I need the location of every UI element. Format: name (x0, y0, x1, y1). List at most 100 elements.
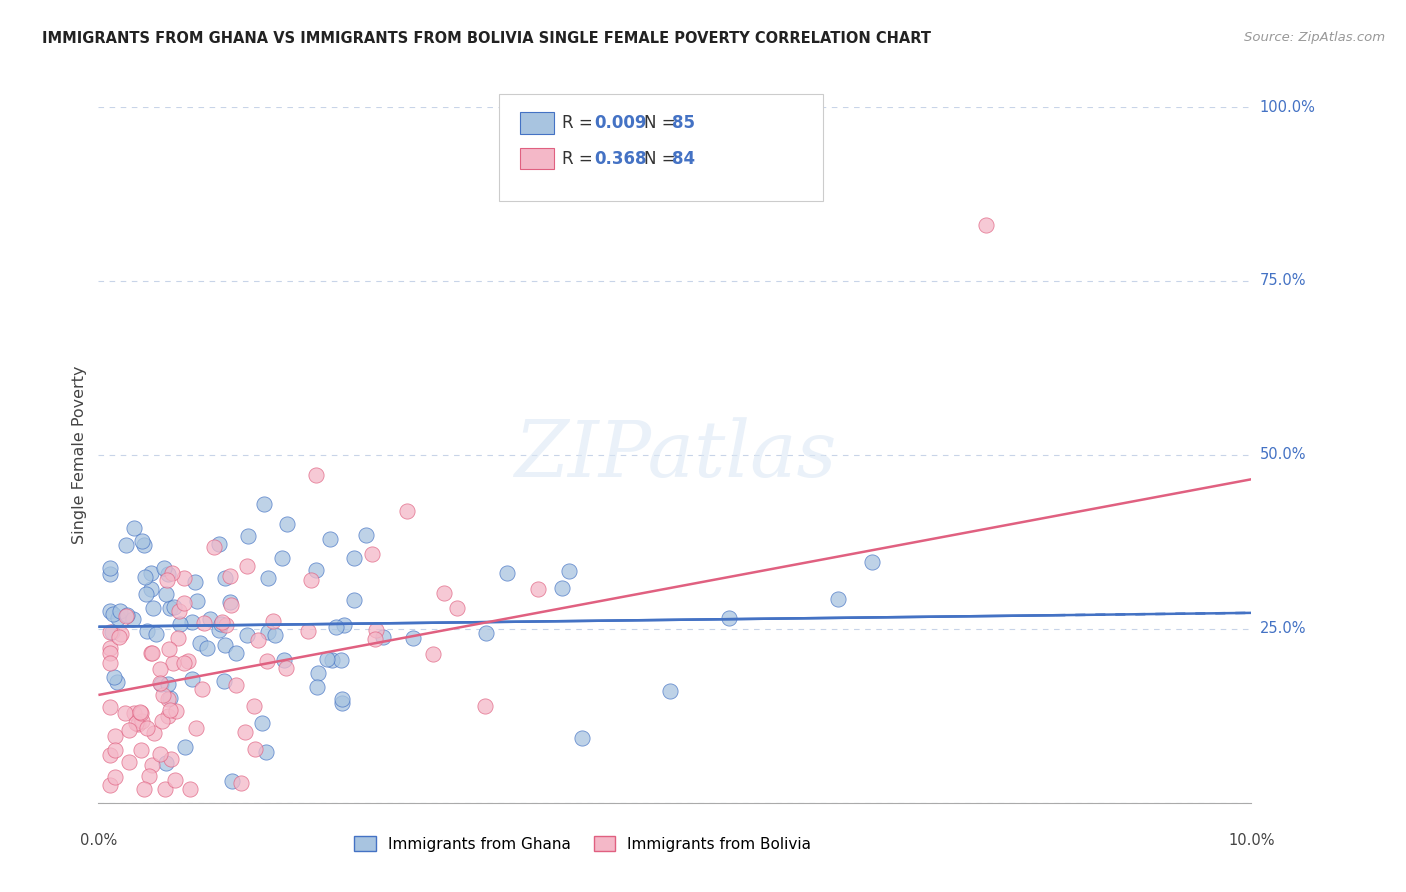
Point (332, 618, 354, 632)
Point (208, 537, 231, 551)
Point (321, 653, 343, 667)
Point (104, 729, 127, 743)
Point (131, 533, 153, 548)
Point (149, 747, 172, 761)
Text: IMMIGRANTS FROM GHANA VS IMMIGRANTS FROM BOLIVIA SINGLE FEMALE POVERTY CORRELATI: IMMIGRANTS FROM GHANA VS IMMIGRANTS FROM… (42, 31, 931, 46)
Point (159, 690, 181, 705)
Point (238, 529, 260, 543)
Point (167, 604, 190, 618)
Text: ZIPatlas: ZIPatlas (513, 417, 837, 493)
Point (247, 632, 270, 647)
Point (173, 571, 195, 585)
Point (173, 656, 195, 670)
Point (188, 636, 211, 650)
Point (307, 666, 329, 681)
Point (186, 594, 208, 608)
Y-axis label: Single Female Poverty: Single Female Poverty (72, 366, 87, 544)
Point (117, 756, 139, 770)
Point (718, 611, 741, 625)
Point (127, 717, 149, 731)
Point (243, 742, 266, 756)
Point (115, 609, 138, 624)
Point (169, 617, 191, 632)
Point (98, 605, 121, 619)
Point (155, 587, 177, 601)
Point (557, 565, 579, 579)
Text: 0.009: 0.009 (595, 114, 647, 132)
Text: 100.0%: 100.0% (1260, 100, 1316, 114)
Point (104, 771, 127, 785)
Point (105, 674, 128, 689)
Point (173, 596, 195, 610)
Point (316, 651, 339, 665)
Point (256, 654, 278, 668)
Point (159, 704, 181, 718)
Point (180, 673, 202, 687)
Point (118, 723, 141, 737)
Text: 10.0%: 10.0% (1227, 833, 1275, 848)
Point (129, 706, 152, 721)
Point (150, 714, 173, 728)
Point (659, 684, 682, 698)
Point (163, 599, 186, 614)
Text: 85: 85 (672, 114, 695, 132)
Point (141, 582, 163, 596)
Point (110, 626, 132, 640)
Point (128, 705, 150, 719)
Point (129, 743, 152, 757)
Point (141, 646, 163, 660)
Point (162, 656, 184, 670)
Point (104, 743, 127, 757)
Point (108, 630, 131, 644)
Point (195, 640, 218, 655)
Text: N =: N = (644, 114, 681, 132)
Point (273, 653, 295, 667)
Point (325, 619, 347, 633)
Point (233, 725, 256, 739)
Text: 50.0%: 50.0% (1260, 448, 1306, 462)
Point (475, 626, 498, 640)
Point (229, 775, 252, 789)
Point (139, 566, 162, 580)
Text: 25.0%: 25.0% (1260, 622, 1306, 636)
Point (121, 612, 143, 626)
Point (276, 516, 298, 531)
Point (225, 678, 247, 692)
Point (115, 538, 138, 552)
Point (156, 566, 179, 581)
Point (160, 566, 183, 581)
Point (860, 555, 883, 569)
Point (165, 704, 187, 718)
Point (115, 608, 138, 623)
Point (184, 574, 207, 589)
Point (134, 538, 156, 552)
Point (571, 731, 593, 746)
Point (180, 615, 202, 630)
Point (122, 521, 145, 535)
Point (114, 706, 136, 720)
Point (527, 582, 550, 597)
Point (156, 573, 179, 587)
Point (159, 600, 181, 615)
Point (132, 781, 155, 796)
Point (141, 758, 163, 772)
Point (433, 586, 456, 600)
Point (134, 570, 156, 584)
Point (270, 550, 292, 565)
Point (98, 778, 121, 792)
Point (165, 773, 187, 788)
Point (364, 632, 387, 646)
Point (167, 632, 190, 646)
Point (135, 586, 157, 600)
Point (98, 641, 121, 656)
Point (214, 571, 236, 585)
Text: N =: N = (644, 150, 681, 168)
Point (209, 616, 232, 631)
Point (373, 631, 395, 645)
Point (186, 721, 208, 735)
Point (827, 592, 849, 607)
Point (214, 638, 236, 652)
Point (179, 781, 201, 796)
Point (262, 614, 284, 628)
Point (236, 628, 259, 642)
